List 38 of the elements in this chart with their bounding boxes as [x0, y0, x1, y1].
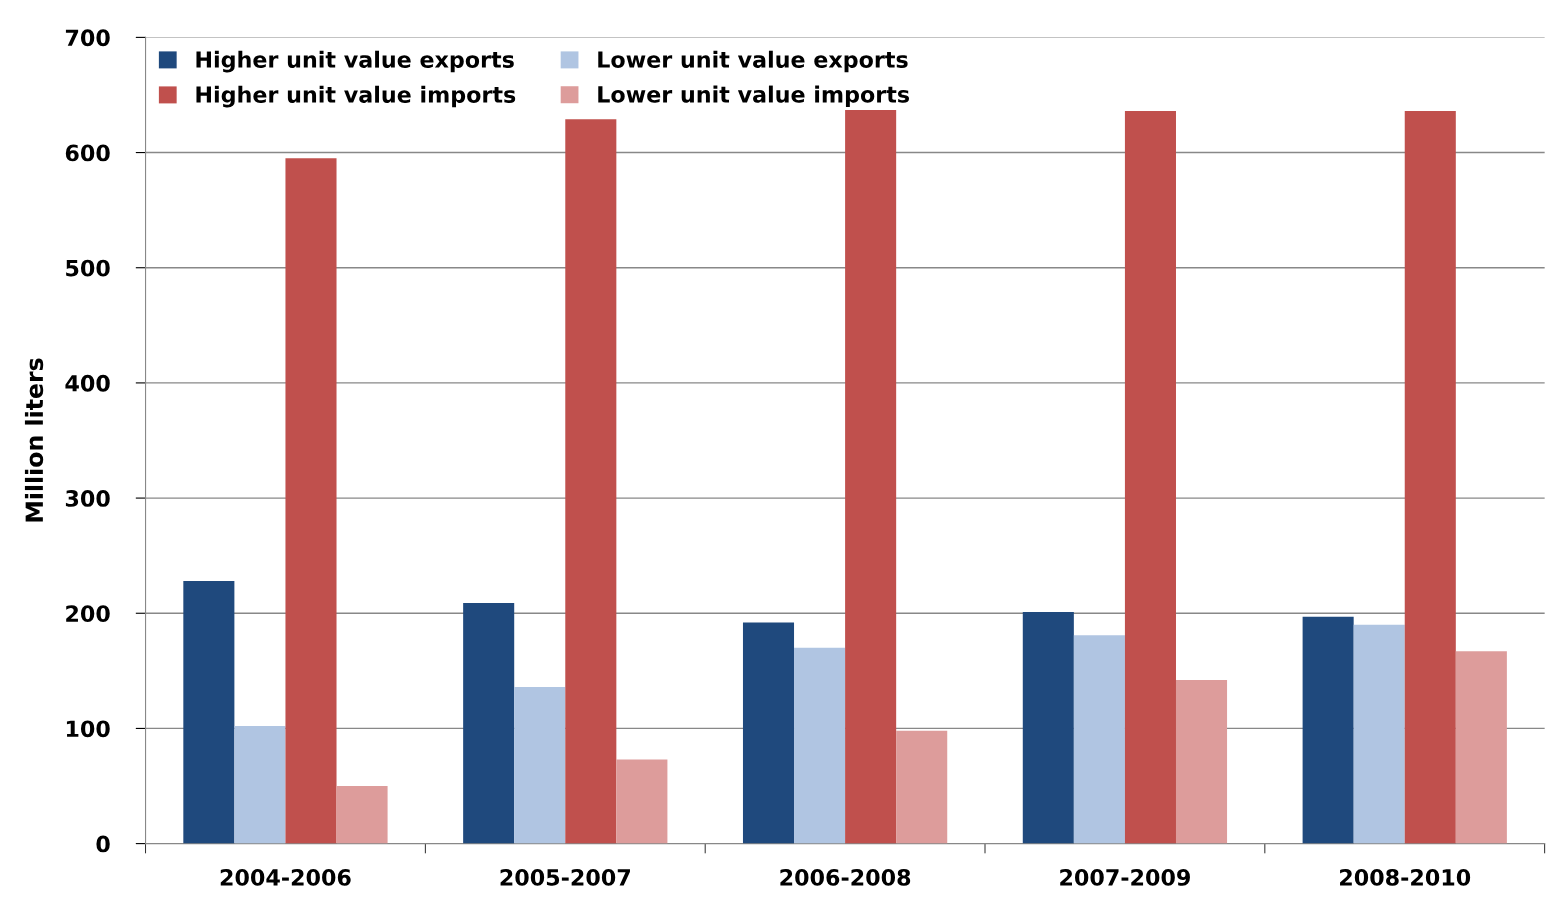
y-tick-label: 300 [65, 490, 110, 507]
x-tick-label: 2005-2007 [500, 868, 630, 886]
legend-label: Lower unit value imports [598, 85, 910, 108]
legend-label: Higher unit value imports [196, 85, 516, 108]
bar [896, 730, 948, 844]
bar [1073, 635, 1125, 844]
bar [1175, 680, 1228, 844]
bar [616, 759, 668, 844]
bar [463, 602, 515, 844]
y-tick-label: 600 [65, 144, 110, 162]
x-tick-label: 2007-2009 [1060, 868, 1190, 886]
legend-label: Lower unit value exports [598, 50, 908, 73]
y-tick-label: 0 [96, 835, 110, 853]
y-axis-title: Million liters [24, 358, 44, 522]
bar [234, 726, 286, 844]
y-tick-label: 500 [66, 259, 110, 277]
x-tick-label: 2006-2008 [780, 868, 911, 886]
bar [514, 686, 566, 844]
bar [1353, 624, 1405, 844]
y-tick-label: 700 [65, 29, 110, 47]
y-tick-label: 400 [65, 374, 110, 392]
bar [183, 581, 235, 844]
y-tick-label: 200 [66, 605, 110, 623]
bar [1455, 651, 1507, 844]
x-tick-label: 2008-2010 [1340, 868, 1471, 886]
bar [845, 109, 897, 844]
bar [1302, 616, 1354, 844]
bar [794, 647, 846, 844]
bar [742, 622, 795, 844]
bar [336, 786, 388, 844]
bar [565, 119, 617, 844]
legend-label: Higher unit value exports [196, 50, 514, 73]
y-tick-label: 100 [66, 720, 110, 738]
bar [1022, 612, 1074, 844]
bar [1404, 111, 1456, 844]
x-tick-label: 2004-2006 [220, 868, 351, 886]
bar [1124, 111, 1176, 844]
bar [285, 158, 337, 844]
